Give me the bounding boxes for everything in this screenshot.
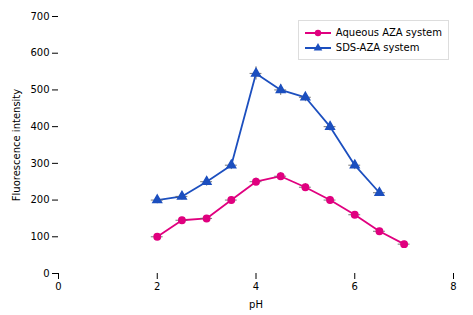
svg-text:pH: pH bbox=[249, 299, 263, 310]
svg-text:0: 0 bbox=[55, 281, 61, 292]
svg-text:200: 200 bbox=[30, 194, 49, 205]
svg-text:700: 700 bbox=[30, 11, 49, 22]
svg-text:400: 400 bbox=[30, 121, 49, 132]
svg-text:500: 500 bbox=[30, 84, 49, 95]
svg-text:0: 0 bbox=[43, 268, 49, 279]
svg-text:Fluorescence intensity: Fluorescence intensity bbox=[11, 89, 22, 201]
svg-text:6: 6 bbox=[352, 281, 358, 292]
svg-text:8: 8 bbox=[450, 281, 456, 292]
html-text:SDS-AZA system: SDS-AZA system bbox=[335, 42, 420, 53]
svg-text:100: 100 bbox=[30, 231, 49, 242]
svg-text:600: 600 bbox=[30, 47, 49, 58]
svg-text:2: 2 bbox=[154, 281, 160, 292]
html-text:Aqueous AZA system: Aqueous AZA system bbox=[335, 27, 442, 38]
svg-text:4: 4 bbox=[253, 281, 259, 292]
svg-text:300: 300 bbox=[30, 158, 49, 169]
